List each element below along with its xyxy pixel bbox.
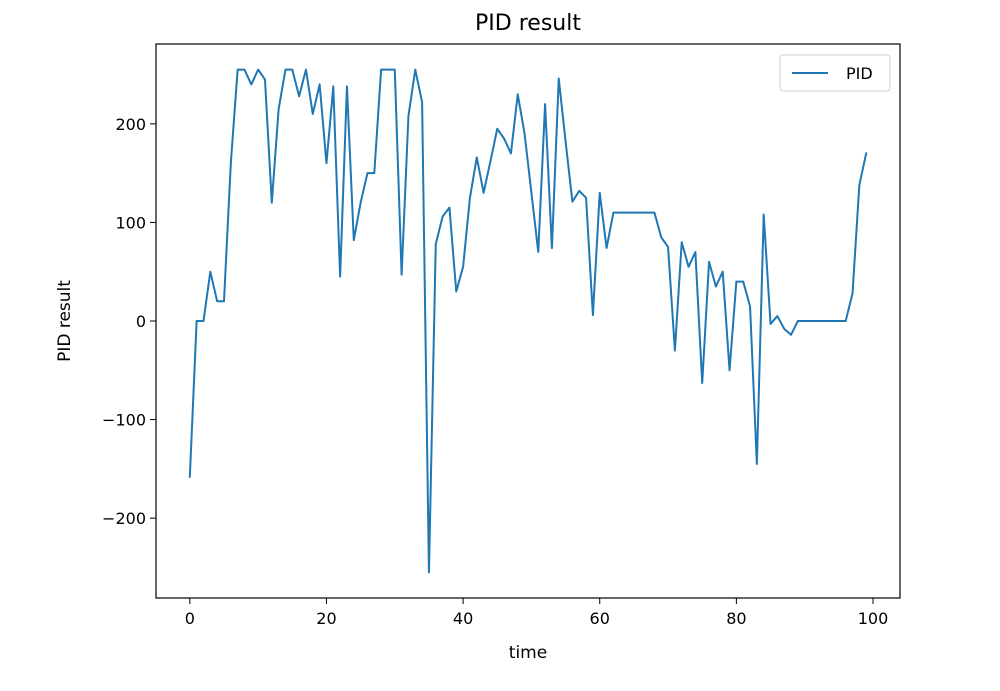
y-axis-label: PID result <box>55 280 75 362</box>
chart-title: PID result <box>475 11 581 36</box>
y-tick-label: 100 <box>115 213 146 232</box>
series-layer <box>188 68 868 574</box>
x-tick-label: 100 <box>858 609 889 628</box>
y-tick-label: −100 <box>102 411 146 430</box>
x-tick-label: 60 <box>590 609 610 628</box>
y-tick-label: 200 <box>115 115 146 134</box>
y-tick-label: 0 <box>136 312 146 331</box>
legend-label-pid: PID <box>846 64 873 83</box>
y-tick-label: −200 <box>102 509 146 528</box>
x-tick-label: 40 <box>453 609 473 628</box>
series-line-pid <box>188 68 868 574</box>
plot-area-frame <box>155 43 901 599</box>
legend-box <box>779 54 891 92</box>
x-tick-label: 20 <box>316 609 336 628</box>
legend: PID <box>779 54 891 92</box>
x-tick-label: 0 <box>185 609 195 628</box>
x-axis-label: time <box>509 643 547 663</box>
x-tick-label: 80 <box>726 609 746 628</box>
ticks-layer: 0 20 40 60 80 100 −200 −100 0 100 200 <box>102 115 888 628</box>
